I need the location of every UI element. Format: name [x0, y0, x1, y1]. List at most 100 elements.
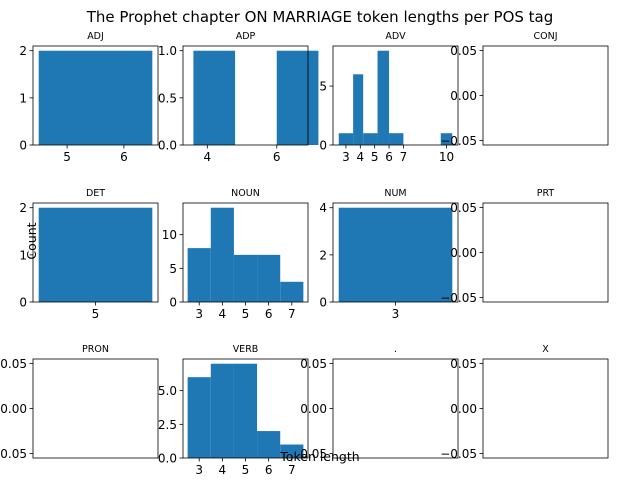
- x-tick-label-0-0: 5: [63, 150, 71, 164]
- histogram-bar-5-0: [187, 248, 211, 302]
- x-tick-label-1-1: 6: [273, 150, 281, 164]
- x-tick-label-4-0: 5: [92, 307, 100, 321]
- y-tick-label-10-0: 0.05: [300, 447, 327, 461]
- histogram-bar-2-4: [389, 133, 404, 145]
- histogram-bar-5-3: [257, 254, 281, 302]
- x-tick-label-9-0: 3: [195, 463, 203, 477]
- y-tick-label-7-2: 0.05: [450, 201, 477, 215]
- subplot-title-8: PRON: [82, 344, 109, 355]
- x-tick-label-2-2: 5: [371, 150, 379, 164]
- y-tick-label-4-2: 2: [19, 201, 27, 215]
- y-tick-label-2-1: 5: [319, 80, 327, 94]
- y-tick-label-1-1: 0.5: [158, 91, 177, 105]
- x-tick-label-9-2: 5: [242, 463, 250, 477]
- y-tick-label-5-0: 0: [169, 296, 177, 310]
- subplot-title-0: ADJ: [87, 31, 104, 42]
- y-tick-label-0-2: 2: [19, 44, 27, 58]
- y-tick-label-7-1: 0.00: [450, 246, 477, 260]
- x-tick-label-2-4: 7: [400, 150, 408, 164]
- y-tick-label-4-1: 1: [19, 248, 27, 262]
- y-tick-label-6-0: 0: [319, 296, 327, 310]
- histogram-bar-9-4: [280, 444, 304, 458]
- subplot-11: X −0.05 0.00 0.05: [440, 344, 609, 461]
- axes-frame-8: [32, 358, 159, 459]
- axes-frame-11: [482, 358, 609, 459]
- axes-frame-1: [182, 45, 309, 146]
- y-tick-label-9-1: 2.5: [158, 418, 177, 432]
- x-tick-label-5-2: 5: [242, 307, 250, 321]
- histogram-bar-2-2: [363, 133, 378, 145]
- subplot-title-2: ADV: [385, 31, 406, 42]
- y-tick-label-4-0: 0: [19, 296, 27, 310]
- y-tick-label-1-2: 1.0: [158, 44, 177, 58]
- subplot-1: ADP 4 6 0.0 0.5 1.0: [158, 31, 319, 164]
- y-tick-label-8-0: 0.05: [0, 447, 27, 461]
- x-tick-label-1-0: 4: [203, 150, 211, 164]
- subplot-title-1: ADP: [236, 31, 256, 42]
- histogram-bar-2-0: [338, 133, 354, 145]
- x-tick-label-5-1: 4: [219, 307, 227, 321]
- y-tick-label-0-0: 0: [19, 139, 27, 153]
- x-tick-label-9-4: 7: [288, 463, 296, 477]
- x-tick-label-5-0: 3: [195, 307, 203, 321]
- subplot-8: PRON 0.05 0.00 0.05: [0, 344, 159, 461]
- y-tick-label-10-2: 0.05: [300, 357, 327, 371]
- histogram-bar-2-1: [353, 74, 364, 145]
- histogram-bar-0-0: [38, 50, 153, 145]
- y-tick-label-6-1: 2: [319, 248, 327, 262]
- subplot-title-9: VERB: [233, 344, 259, 355]
- figure-title: The Prophet chapter ON MARRIAGE token le…: [86, 8, 554, 26]
- subplot-0: ADJ 5 6 0 1 2: [19, 31, 159, 164]
- x-tick-label-2-3: 6: [385, 150, 393, 164]
- histogram-bar-5-2: [233, 254, 258, 302]
- subplot-3: CONJ −0.05 0.00 0.05: [440, 31, 609, 148]
- histogram-bar-6-0: [338, 207, 453, 302]
- y-tick-label-9-2: 5.0: [158, 384, 177, 398]
- y-tick-label-3-2: 0.05: [450, 44, 477, 58]
- histogram-bar-2-5: [440, 133, 453, 145]
- subplot-title-10: .: [394, 344, 397, 355]
- y-tick-label-9-0: 0.0: [158, 452, 177, 466]
- x-tick-label-0-1: 6: [120, 150, 128, 164]
- axes-frame-10: [332, 358, 459, 459]
- x-tick-label-2-1: 4: [356, 150, 364, 164]
- y-tick-label-11-2: 0.05: [450, 357, 477, 371]
- y-tick-label-6-2: 4: [319, 201, 327, 215]
- figure-xlabel: Token length: [279, 449, 359, 464]
- histogram-bar-5-4: [280, 281, 304, 302]
- x-tick-label-5-3: 6: [265, 307, 273, 321]
- y-tick-label-3-0: −0.05: [440, 134, 477, 148]
- x-tick-label-2-0: 3: [342, 150, 350, 164]
- subplot-7: PRT −0.05 0.00 0.05: [440, 188, 609, 305]
- histogram-bar-1-0: [193, 50, 236, 145]
- subplot-title-7: PRT: [537, 188, 555, 199]
- histogram-bar-9-2: [233, 363, 258, 458]
- y-tick-label-5-1: 5: [169, 262, 177, 276]
- y-tick-label-1-0: 0.0: [158, 139, 177, 153]
- y-tick-label-7-0: −0.05: [440, 291, 477, 305]
- y-tick-label-8-2: 0.05: [0, 357, 27, 371]
- subplot-title-4: DET: [86, 188, 105, 199]
- axes-frame-2: [332, 45, 459, 146]
- x-tick-label-6-0: 3: [392, 307, 400, 321]
- subplot-title-5: NOUN: [231, 188, 260, 199]
- axes-frame-0: [32, 45, 159, 146]
- histogram-bar-2-3: [377, 50, 390, 145]
- subplot-4: DET 5 0 1 2: [19, 188, 159, 321]
- y-tick-label-0-1: 1: [19, 91, 27, 105]
- histogram-bar-9-0: [187, 377, 211, 458]
- subplot-9: VERB 3 4 5 6 7 0.0 2.5 5.0: [158, 344, 309, 477]
- figure-ylabel: Count: [24, 222, 39, 259]
- y-tick-label-2-0: 0: [319, 139, 327, 153]
- histogram-bar-4-0: [38, 207, 153, 302]
- subplot-10: . 0.05 0.00 0.05: [300, 344, 459, 461]
- subplot-title-3: CONJ: [533, 31, 557, 42]
- x-tick-label-2-5: 10: [439, 150, 454, 164]
- histogram-bar-9-3: [257, 431, 281, 458]
- histogram-bar-1-2: [276, 50, 319, 145]
- histogram-bar-9-1: [210, 363, 234, 458]
- y-tick-label-8-1: 0.00: [0, 402, 27, 416]
- subplot-title-11: X: [542, 344, 549, 355]
